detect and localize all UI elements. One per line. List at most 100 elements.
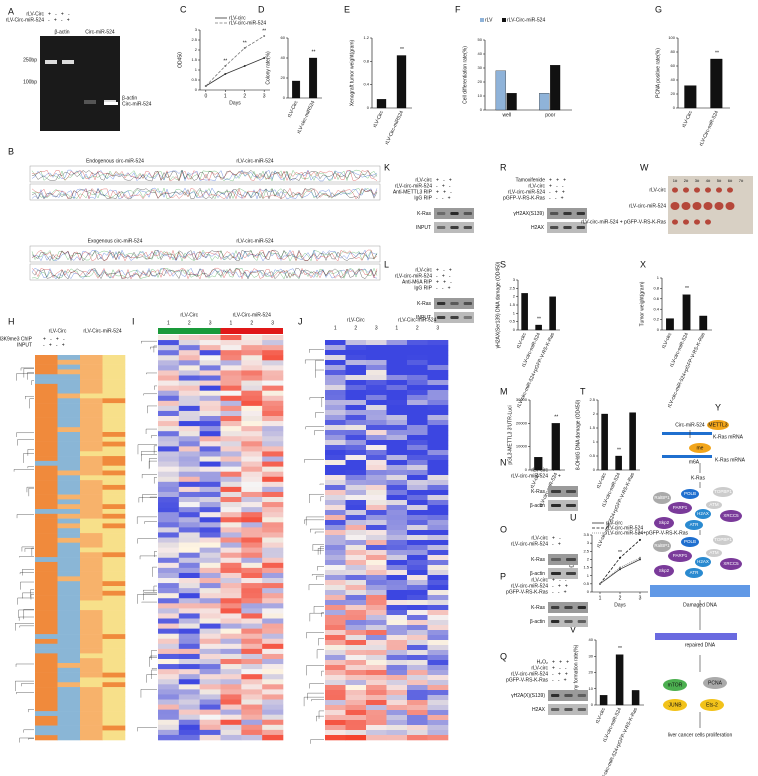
heat-cell bbox=[427, 710, 449, 716]
heat-cell bbox=[102, 499, 126, 505]
heat-cell bbox=[158, 628, 180, 634]
heat-cell bbox=[427, 590, 449, 596]
heat-cell bbox=[35, 634, 58, 640]
heat-cell bbox=[102, 475, 126, 481]
tumor bbox=[725, 202, 735, 210]
heat-cell bbox=[262, 562, 284, 569]
heat-cell bbox=[158, 426, 180, 432]
heat-cell bbox=[35, 359, 58, 365]
heat-cell bbox=[199, 481, 221, 488]
heat-cell bbox=[220, 497, 242, 503]
heat-cell bbox=[178, 562, 200, 569]
heat-cell bbox=[345, 465, 367, 471]
y-tick-label: 1.5 bbox=[191, 57, 197, 62]
heat-cell bbox=[35, 725, 58, 731]
heat-cell bbox=[80, 677, 103, 683]
heat-cell bbox=[241, 633, 263, 640]
heat-cell bbox=[80, 653, 103, 659]
heat-cell bbox=[199, 709, 221, 715]
heat-cell bbox=[407, 700, 428, 706]
heat-cell bbox=[199, 416, 221, 422]
heat-cell bbox=[345, 725, 367, 731]
heat-cell bbox=[102, 643, 126, 649]
heat-cell bbox=[199, 633, 221, 640]
panel-letter: L bbox=[384, 259, 389, 269]
heat-cell bbox=[178, 507, 200, 513]
heat-cell bbox=[35, 355, 58, 361]
row-label: rLV-circ-miR-524 bbox=[395, 273, 432, 279]
heat-cell bbox=[220, 405, 242, 412]
heat-cell bbox=[178, 608, 200, 614]
trace bbox=[31, 249, 378, 262]
y-tick-label: 20 bbox=[671, 91, 676, 96]
heat-cell bbox=[199, 385, 221, 391]
heat-cell bbox=[386, 465, 408, 471]
heat-cell bbox=[241, 426, 263, 432]
heat-cell bbox=[80, 643, 103, 649]
heat-cell bbox=[199, 446, 221, 452]
heat-cell bbox=[220, 491, 242, 498]
heat-cell bbox=[102, 561, 126, 568]
heat-cell bbox=[427, 360, 449, 366]
heat-cell bbox=[199, 643, 221, 650]
bar bbox=[629, 412, 636, 471]
heat-cell bbox=[158, 461, 180, 467]
heat-cell bbox=[241, 471, 263, 478]
y-tick-label: 2 bbox=[593, 411, 596, 416]
heat-cell bbox=[199, 729, 221, 736]
heat-cell bbox=[199, 491, 221, 498]
blot-band bbox=[566, 572, 576, 575]
heat-cell bbox=[57, 383, 81, 389]
heat-cell bbox=[241, 583, 263, 589]
heat-cell bbox=[366, 715, 387, 721]
heat-cell bbox=[345, 445, 367, 451]
heat-cell bbox=[102, 369, 126, 375]
heat-cell bbox=[241, 628, 263, 634]
heat-cell bbox=[220, 734, 242, 741]
heat-cell bbox=[220, 709, 242, 715]
heat-cell bbox=[102, 480, 126, 486]
heat-cell bbox=[386, 355, 408, 361]
line-series bbox=[599, 557, 641, 585]
heat-cell bbox=[199, 456, 221, 462]
heat-cell bbox=[158, 603, 180, 609]
protein bbox=[668, 502, 692, 514]
heat-cell bbox=[35, 677, 58, 683]
heat-cell bbox=[158, 380, 180, 386]
heat-cell bbox=[158, 537, 180, 543]
point bbox=[639, 538, 641, 541]
blot-band bbox=[551, 490, 561, 493]
heat-cell bbox=[262, 583, 284, 589]
heat-cell bbox=[366, 430, 387, 436]
heat-cell bbox=[407, 465, 428, 471]
heat-cell bbox=[57, 509, 81, 515]
heat-cell bbox=[199, 370, 221, 376]
heat-cell bbox=[35, 364, 58, 370]
blot-strip bbox=[548, 568, 578, 579]
row-signs: + + - bbox=[436, 189, 452, 195]
heat-cell bbox=[199, 567, 221, 574]
heat-cell bbox=[220, 466, 242, 472]
legend-label: rLV-circ bbox=[606, 520, 623, 526]
legend-label: rLV-Circ-miR-524 bbox=[507, 17, 545, 23]
heat-cell bbox=[407, 470, 428, 476]
heat-cell bbox=[386, 515, 408, 521]
heat-cell bbox=[35, 629, 58, 635]
heat-cell bbox=[262, 679, 284, 685]
heat-cell bbox=[57, 720, 81, 726]
heat-cell bbox=[102, 383, 126, 389]
blot-band bbox=[550, 212, 559, 215]
heat-cell bbox=[366, 655, 387, 661]
protein-label: XRCC5 bbox=[723, 513, 739, 518]
heat-cell bbox=[345, 400, 367, 406]
heat-cell bbox=[386, 670, 408, 676]
heat-cell bbox=[57, 634, 81, 640]
y-tick-label: 100 bbox=[668, 35, 675, 40]
heat-cell bbox=[80, 359, 103, 365]
heat-cell bbox=[158, 542, 180, 548]
heat-cell bbox=[35, 672, 58, 678]
heat-cell bbox=[158, 471, 180, 478]
column-label: 2 bbox=[250, 320, 253, 326]
heat-cell bbox=[386, 380, 408, 386]
heat-cell bbox=[407, 615, 428, 621]
